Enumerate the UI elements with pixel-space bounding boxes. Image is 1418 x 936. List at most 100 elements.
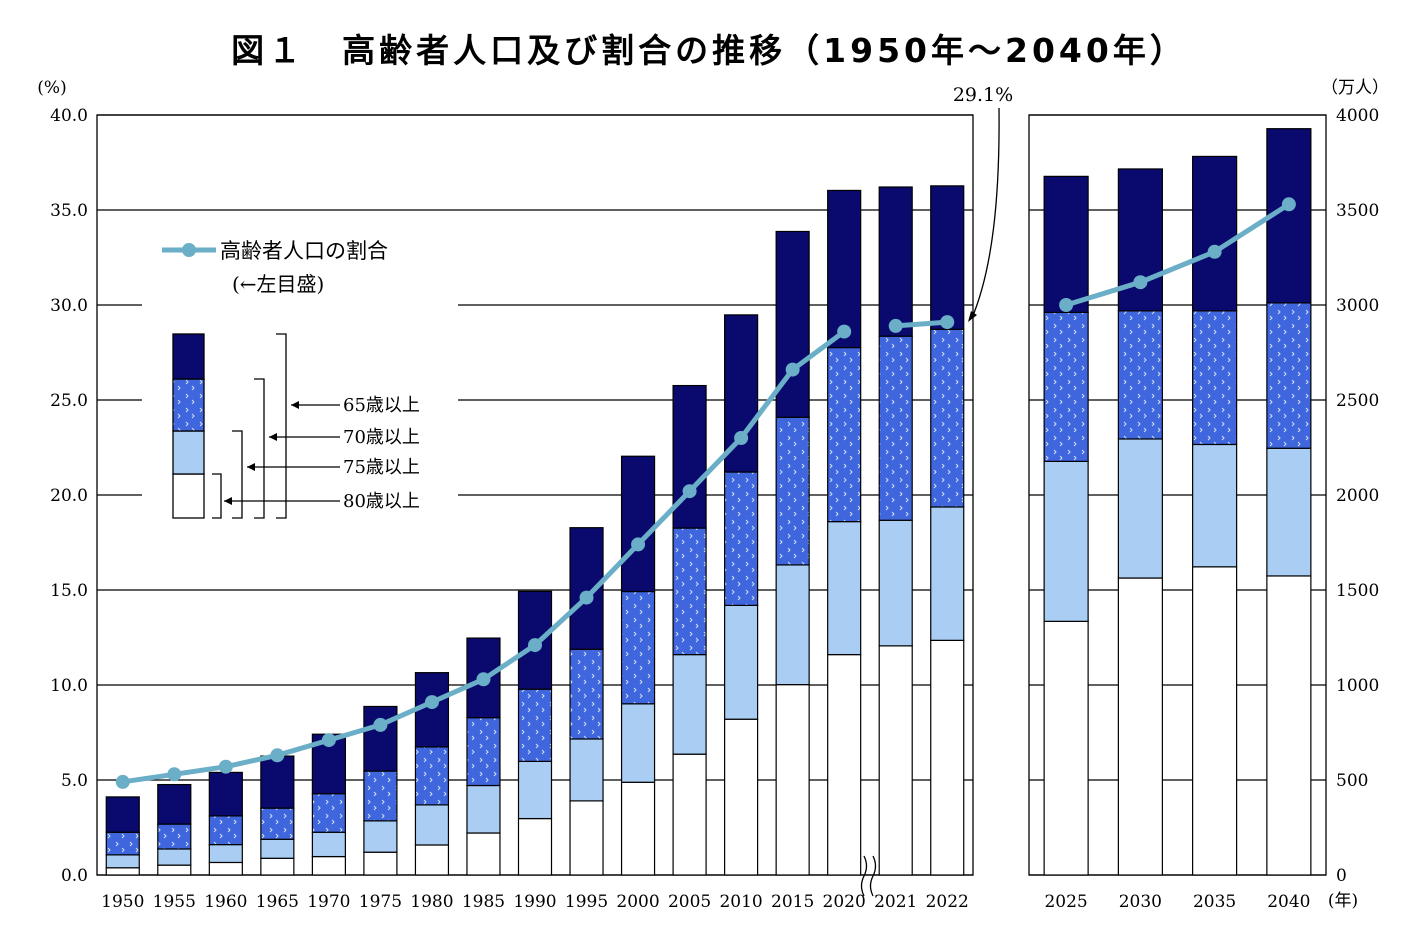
bar-segment-80plus [1043,620,1089,876]
bar-segment-75-79 [157,848,192,866]
left-tick-label: 30.0 [50,296,88,316]
left-tick-label: 10.0 [50,676,88,696]
bar-segment-70-74 [1266,302,1312,449]
left-tick-label: 5.0 [61,771,88,791]
legend-swatch-80plus [172,473,205,519]
right-panel-frame [1028,114,1327,876]
bar-segment-70-74 [363,770,398,822]
bar-segment-75-79 [827,520,862,656]
x-tick-label: 2022 [926,892,969,912]
bar-segment-70-74 [414,746,450,806]
bar-segment-70-74 [878,335,913,521]
arrowhead-80 [224,497,232,505]
axis-break-mark-1 [860,855,868,897]
bar-segment-80plus [1117,577,1163,876]
bar-segment-65-69 [1192,155,1238,312]
axis-break-mark-2 [869,855,877,897]
bar-segment-80plus [260,857,295,876]
bar-segment-80plus [930,639,965,876]
ratio-point [682,484,697,499]
x-tick-label: 1950 [101,892,144,912]
legend: 高齢者人口の割合 (←左目盛) 65歳以上 70歳以上 75歳以上 80歳以上 [142,232,458,522]
bar-segment-65-69 [105,796,140,833]
bar-segment-75-79 [414,804,450,846]
right-tick-label: 1500 [1336,581,1379,601]
bar-segment-80plus [775,684,810,876]
bar-segment-70-74 [157,823,192,850]
ratio-point [424,695,439,710]
bar-segment-75-79 [363,820,398,853]
bar-segment-75-79 [1117,438,1163,579]
right-axis-unit: （万人） [1321,78,1389,98]
annotation-29-1: 29.1% [953,84,1013,106]
x-tick-label: 2025 [1044,892,1087,912]
bracket-label-75: 75歳以上 [343,457,420,478]
bar-segment-65-69 [157,783,192,825]
bar-segment-65-69 [878,186,913,337]
left-tick-label: 20.0 [50,486,88,506]
bar-segment-75-79 [1043,460,1089,622]
arrowhead-70 [269,433,277,441]
bar-segment-75-79 [105,854,140,869]
bar-segment-75-79 [620,703,656,783]
line-layer [115,197,1296,789]
bar-segment-80plus [878,645,913,876]
bar-segment-65-69 [1117,168,1163,312]
x-tick-label: 2030 [1119,892,1162,912]
bar-segment-65-69 [208,771,243,817]
bracket-80 [212,473,222,519]
bar-segment-80plus [363,851,398,876]
left-tick-label: 25.0 [50,391,88,411]
right-tick-label: 3500 [1336,201,1379,221]
bar-segment-80plus [620,781,656,876]
x-tick-label: 1975 [359,892,402,912]
right-tick-label: 2500 [1336,391,1379,411]
bar-segment-70-74 [930,328,965,508]
ratio-point [1207,244,1222,259]
bars-layer: 1950 1955 1960 1965 1970 1975 1980 1985 1990 1995… [101,128,1312,912]
bracket-65 [276,333,287,519]
ratio-point [1059,298,1074,312]
bar-segment-75-79 [878,519,913,647]
right-tick-label: 500 [1336,771,1368,791]
bar-segment-65-69 [930,185,965,330]
ratio-point [888,318,903,333]
bar-segment-75-79 [672,653,707,755]
bar-segment-65-69 [620,455,656,593]
bracket-label-80: 80歳以上 [343,491,420,512]
bar-segment-80plus [466,832,501,876]
bar-segment-65-69 [775,230,810,418]
legend-line-sublabel: (←左目盛) [232,272,324,296]
bar-segment-75-79 [311,831,346,858]
legend-swatch-65-69 [172,333,205,380]
x-tick-label: 1985 [462,892,505,912]
x-tick-label: 1990 [513,892,556,912]
right-tick-label: 1000 [1336,676,1379,696]
legend-swatch-70-74 [172,378,205,432]
legend-line-label-text: 高齢者人口の割合 [220,239,388,263]
bar-segment-80plus [105,867,140,876]
bar-segment-70-74 [311,793,346,833]
bar-segment-80plus [672,753,707,876]
x-tick-label: 1970 [307,892,350,912]
bar-segment-80plus [208,861,243,876]
bar-segment-75-79 [775,564,810,686]
bar-segment-75-79 [517,760,553,820]
legend-line-marker [182,243,196,257]
bar-segment-65-69 [363,705,398,772]
bar-segment-70-74 [724,471,759,606]
bracket-label-70: 70歳以上 [343,427,420,448]
right-tick-label: 3000 [1336,296,1379,316]
bar-segment-70-74 [517,688,553,762]
bar-segment-80plus [1192,566,1238,876]
ratio-point [218,759,233,774]
x-axis-unit: (年) [1328,891,1358,911]
ratio-point [476,672,491,687]
left-tick-label: 40.0 [50,106,88,126]
bar-segment-75-79 [724,604,759,720]
x-tick-label: 1995 [565,892,608,912]
ratio-point [837,324,852,339]
ratio-point [579,590,594,605]
x-tick-label: 2020 [823,892,866,912]
x-tick-label: 1955 [153,892,196,912]
